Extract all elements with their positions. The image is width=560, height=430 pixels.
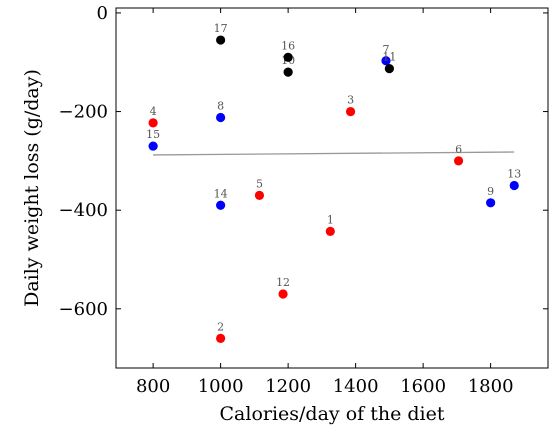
data-point-label: 9 [487,185,494,198]
data-point [216,112,226,123]
data-point-label: 15 [146,128,160,141]
data-point [148,141,158,151]
data-point-label: 2 [217,320,224,333]
y-tick-label: 0 [97,3,108,24]
data-point [148,118,158,128]
x-axis-label: Calories/day of the diet [220,403,445,425]
y-tick-label: −200 [59,102,108,123]
data-point-label: 6 [455,143,462,156]
x-tick-label: 1000 [198,376,244,397]
data-point-label: 1 [327,213,334,226]
data-point-label: 12 [276,276,290,289]
data-point-label: 11 [382,51,396,64]
data-point [216,200,226,210]
data-point-label: 17 [214,22,228,35]
data-point [216,333,226,344]
x-tick-label: 1600 [400,376,446,397]
trendline [153,151,515,156]
data-point [381,56,391,66]
plot-area-frame [115,7,549,369]
data-point [325,226,335,236]
x-tick-label: 800 [136,376,170,397]
axis-ticks: 800 1000 1200 1400 1600 1800 0 −200 −400 −600 [59,3,548,397]
data-point [278,289,288,299]
x-tick-label: 1800 [468,376,514,397]
y-tick-label: −600 [59,299,108,320]
data-point [283,67,293,77]
data-point [384,64,394,74]
data-point [254,190,265,200]
data-point-label: 8 [217,99,224,112]
data-point [453,156,464,166]
data-point [509,180,519,191]
data-point-label: 4 [150,105,157,118]
data-points: 1234567891011121314151617 [146,22,521,344]
data-point-label: 7 [383,43,390,56]
data-point-label: 5 [256,177,263,190]
data-point-label: 14 [214,187,228,200]
y-axis-label: Daily weight loss (g/day) [21,69,43,307]
trendline-group [153,151,515,156]
data-point-label: 13 [507,168,521,181]
data-point [345,106,356,117]
data-point-label: 16 [281,39,295,52]
data-point [216,35,226,45]
x-tick-label: 1400 [333,376,379,397]
data-point [283,52,293,62]
data-point-label: 3 [347,94,354,107]
y-tick-label: −400 [59,200,108,221]
x-tick-label: 1200 [265,376,311,397]
data-point [486,198,496,208]
